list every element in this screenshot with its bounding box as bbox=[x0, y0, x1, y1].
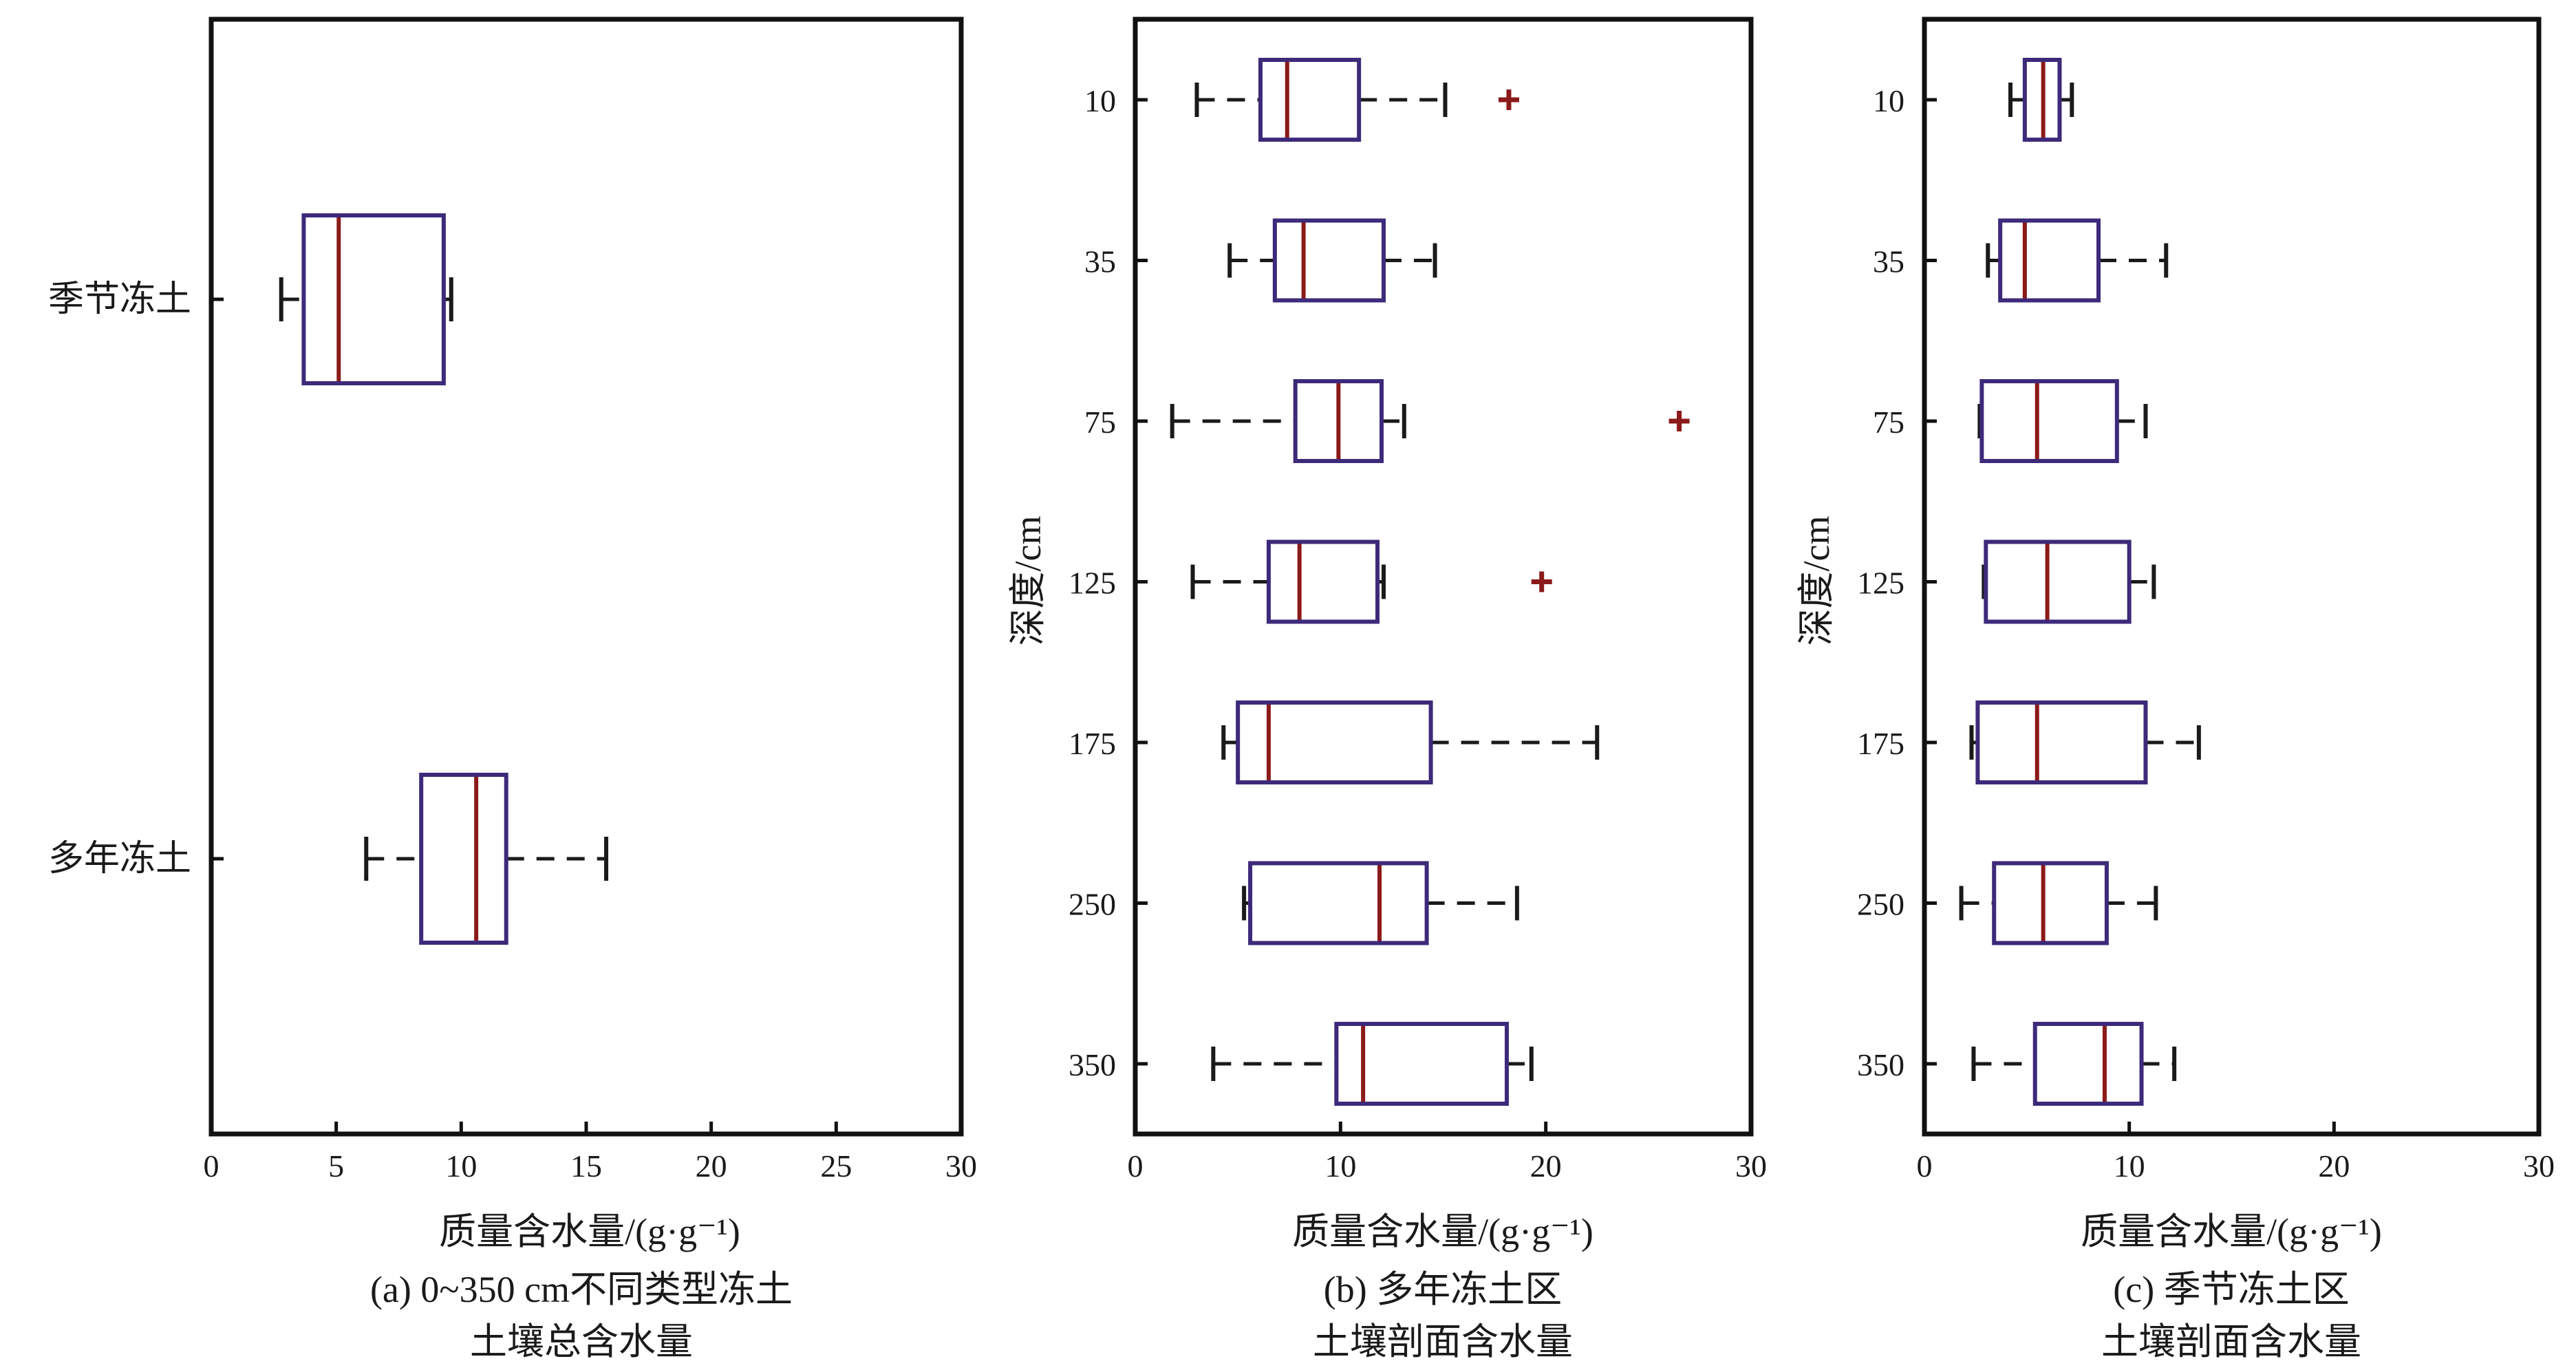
category-b-5-label: 250 bbox=[1069, 887, 1116, 922]
category-c-5-label: 250 bbox=[1857, 887, 1904, 922]
panel-c-xlabel: 质量含水量/(g·g⁻¹) bbox=[2081, 1211, 2382, 1252]
category-c-1-label: 35 bbox=[1873, 244, 1904, 279]
x-tick-label-c-0: 0 bbox=[1917, 1148, 1933, 1184]
category-b-5-box bbox=[1248, 861, 1429, 945]
x-tick-label-a-0: 0 bbox=[204, 1148, 219, 1184]
panel-a: 质量含水量/(g·g⁻¹) (a) 0~350 cm不同类型冻土 土壤总含水量 … bbox=[48, 17, 977, 1362]
x-tick-label-a-6: 30 bbox=[945, 1148, 977, 1184]
panel-b-caption-line2: 土壤剖面含水量 bbox=[1313, 1321, 1573, 1362]
category-c-5-box bbox=[1992, 861, 2109, 945]
category-b-3-label: 125 bbox=[1069, 566, 1116, 601]
category-c-6-label: 350 bbox=[1857, 1047, 1904, 1082]
category-c-1-box bbox=[1998, 218, 2101, 303]
panel-c: 深度/cm 质量含水量/(g·g⁻¹) (c) 季节冻土区 土壤剖面含水量 0 1… bbox=[1796, 17, 2555, 1362]
category-c-6-box bbox=[2032, 1022, 2144, 1106]
x-tick-label-a-1: 5 bbox=[328, 1148, 344, 1184]
category-a-0-box bbox=[301, 213, 446, 385]
category-b-4-label: 175 bbox=[1069, 726, 1116, 761]
category-c-2-box bbox=[1979, 379, 2119, 463]
panel-a-xlabel: 质量含水量/(g·g⁻¹) bbox=[439, 1211, 740, 1252]
category-a-1-box bbox=[419, 773, 508, 945]
category-b-3-outlier-0 bbox=[1531, 571, 1552, 592]
category-c-2-label: 75 bbox=[1873, 405, 1904, 440]
category-b-0-box bbox=[1258, 58, 1362, 142]
x-tick-label-b-2: 20 bbox=[1530, 1148, 1562, 1184]
x-tick-label-b-0: 0 bbox=[1128, 1148, 1144, 1184]
panel-c-caption-line2: 土壤剖面含水量 bbox=[2101, 1321, 2361, 1362]
category-c-3-box bbox=[1984, 539, 2132, 624]
category-a-1-label: 多年冻土 bbox=[48, 839, 191, 879]
category-c-4-label: 175 bbox=[1857, 726, 1904, 761]
x-tick-label-c-3: 30 bbox=[2523, 1148, 2555, 1184]
category-b-2-label: 75 bbox=[1084, 405, 1116, 440]
panel-c-caption-line1: (c) 季节冻土区 bbox=[2113, 1269, 2349, 1310]
plot-frame-c bbox=[1922, 17, 2542, 1137]
panel-b-ylabel: 深度/cm bbox=[1007, 516, 1049, 646]
category-b-1-label: 35 bbox=[1084, 244, 1116, 279]
panel-b-xlabel: 质量含水量/(g·g⁻¹) bbox=[1292, 1211, 1593, 1252]
x-tick-label-a-3: 15 bbox=[570, 1148, 602, 1184]
category-b-0-label: 10 bbox=[1084, 83, 1116, 118]
category-c-3-label: 125 bbox=[1857, 566, 1904, 601]
category-b-0-outlier-0 bbox=[1498, 89, 1519, 110]
x-tick-label-a-4: 20 bbox=[696, 1148, 727, 1184]
category-b-3-box bbox=[1266, 539, 1380, 624]
x-tick-label-b-1: 10 bbox=[1324, 1148, 1356, 1184]
panel-b: 深度/cm 质量含水量/(g·g⁻¹) (b) 多年冻土区 土壤剖面含水量 0 1… bbox=[1007, 17, 1767, 1362]
x-tick-label-b-3: 30 bbox=[1735, 1148, 1767, 1184]
x-tick-label-a-2: 10 bbox=[445, 1148, 477, 1184]
panel-a-caption-line2: 土壤总含水量 bbox=[470, 1321, 693, 1362]
category-b-2-outlier-0 bbox=[1668, 411, 1690, 431]
category-c-0-label: 10 bbox=[1873, 83, 1904, 118]
x-tick-label-c-2: 20 bbox=[2318, 1148, 2350, 1184]
plot-frame-b bbox=[1133, 17, 1754, 1137]
panel-b-caption-line1: (b) 多年冻土区 bbox=[1324, 1269, 1562, 1310]
category-b-6-label: 350 bbox=[1069, 1047, 1116, 1082]
category-c-4-box bbox=[1975, 700, 2148, 784]
x-tick-label-c-1: 10 bbox=[2114, 1148, 2145, 1184]
panel-c-ylabel: 深度/cm bbox=[1796, 516, 1837, 646]
plot-frame-a bbox=[208, 17, 964, 1137]
category-a-0-label: 季节冻土 bbox=[48, 280, 191, 319]
panel-a-caption-line1: (a) 0~350 cm不同类型冻土 bbox=[370, 1269, 793, 1310]
x-tick-label-a-5: 25 bbox=[820, 1148, 852, 1184]
category-b-1-box bbox=[1272, 218, 1386, 303]
